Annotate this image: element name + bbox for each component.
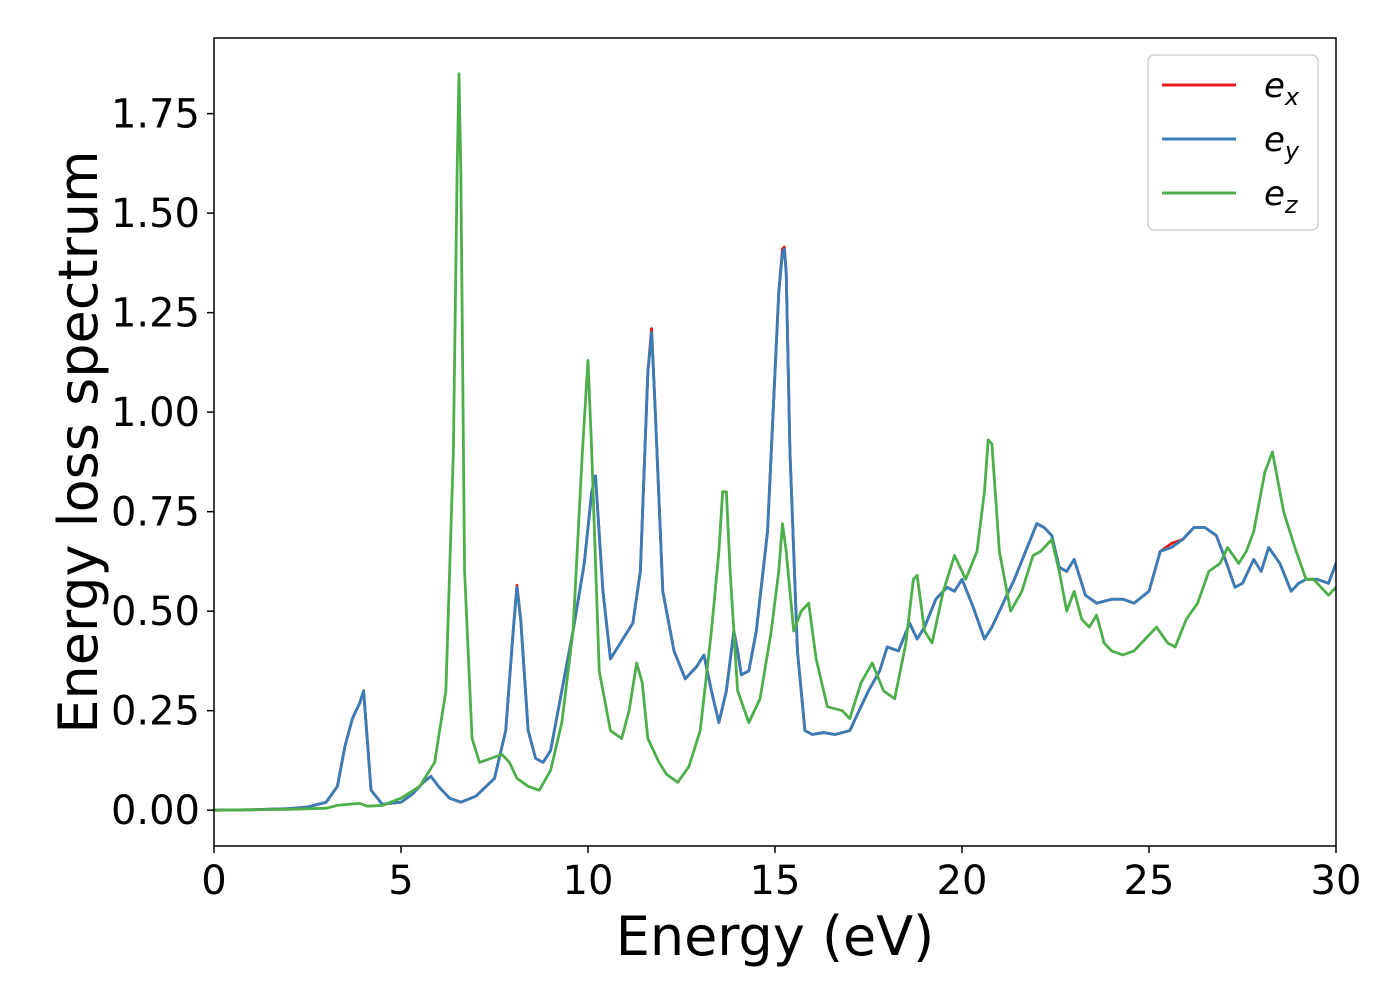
legend-label-z: ez	[1264, 174, 1299, 219]
x-tick-label: 25	[1124, 858, 1175, 904]
x-tick-label: 10	[563, 858, 614, 904]
x-tick-label: 0	[201, 858, 226, 904]
y-tick-label: 1.75	[111, 92, 200, 138]
y-tick-label: 1.00	[111, 390, 200, 436]
ticks-layer: 0 5 10 15 20 25 30 0.00 0.25 0.50 0.75 1.00 1.25 1.50…	[111, 92, 1362, 904]
series-line-y	[214, 247, 1336, 812]
x-tick-label: 30	[1311, 858, 1362, 904]
series-line-z	[214, 72, 1336, 812]
y-tick-label: 1.25	[111, 291, 200, 337]
legend-frame	[1147, 54, 1319, 231]
legend-label-y: ey	[1264, 120, 1300, 165]
legend: ex ey ez	[1147, 54, 1319, 231]
x-tick-label: 15	[750, 858, 801, 904]
y-tick-label: 0.75	[111, 490, 200, 536]
legend-label-x: ex	[1264, 66, 1300, 111]
y-tick-label: 0.50	[111, 589, 200, 635]
x-tick-label: 20	[937, 858, 988, 904]
y-tick-label: 0.00	[111, 788, 200, 834]
y-tick-label: 1.50	[111, 191, 200, 237]
x-tick-label: 5	[388, 858, 413, 904]
series-layer	[214, 72, 1336, 812]
x-axis-label: Energy (eV)	[616, 905, 935, 968]
y-axis-label: Energy loss spectrum	[47, 150, 110, 733]
series-line-x	[214, 245, 1336, 812]
y-tick-label: 0.25	[111, 689, 200, 735]
